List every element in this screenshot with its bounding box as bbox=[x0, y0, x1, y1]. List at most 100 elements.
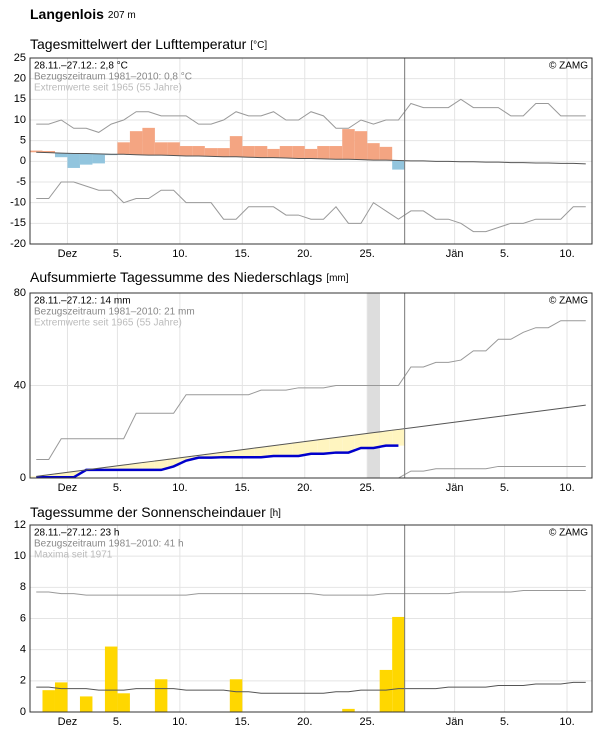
chart-unit: [°C] bbox=[250, 40, 267, 51]
y-tick-label: 0 bbox=[20, 706, 26, 718]
deviation-area bbox=[104, 466, 118, 470]
deviation-area bbox=[267, 445, 280, 457]
x-tick-label: Jän bbox=[446, 482, 464, 494]
x-tick-label: 20. bbox=[297, 716, 312, 728]
y-tick-label: -20 bbox=[10, 238, 26, 250]
bar bbox=[392, 160, 405, 170]
deviation-area bbox=[392, 429, 405, 446]
bar bbox=[167, 142, 180, 156]
bar bbox=[54, 153, 68, 158]
info-line: 28.11.–27.12.: 2,8 °C bbox=[34, 61, 128, 72]
bar bbox=[292, 146, 305, 159]
station: Langenlois 207 m bbox=[30, 6, 136, 22]
info-line: 28.11.–27.12.: 23 h bbox=[34, 528, 119, 539]
bar bbox=[154, 142, 168, 156]
bar bbox=[354, 131, 368, 160]
x-tick-label: 10. bbox=[172, 482, 187, 494]
deviation-area bbox=[154, 460, 168, 470]
y-tick-label: 5 bbox=[20, 135, 26, 147]
info-line: Bezugszeitraum 1981–2010: 0,8 °C bbox=[34, 72, 192, 83]
deviation-area bbox=[142, 461, 155, 470]
y-tick-label: 10 bbox=[14, 550, 26, 562]
deviation-area bbox=[67, 471, 80, 478]
reference-line bbox=[36, 181, 586, 233]
deviation-area bbox=[204, 453, 218, 458]
info-line: Bezugszeitraum 1981–2010: 21 mm bbox=[34, 307, 195, 318]
bar bbox=[329, 146, 343, 160]
y-tick-label: -5 bbox=[16, 176, 26, 188]
x-tick-label: 10. bbox=[559, 716, 574, 728]
deviation-area bbox=[167, 458, 180, 467]
bar bbox=[79, 696, 93, 712]
deviation-area bbox=[217, 452, 230, 458]
deviation-area bbox=[354, 434, 368, 448]
bar bbox=[154, 679, 168, 712]
info-line: Bezugszeitraum 1981–2010: 41 h bbox=[34, 539, 184, 550]
bar bbox=[42, 690, 55, 712]
deviation-area bbox=[229, 450, 243, 458]
bar bbox=[104, 646, 118, 712]
x-tick-label: 5. bbox=[113, 482, 122, 494]
bar bbox=[367, 143, 380, 161]
x-tick-label: 5. bbox=[113, 716, 122, 728]
bar bbox=[67, 153, 80, 168]
x-tick-label: 5. bbox=[500, 248, 509, 260]
x-tick-label: 20. bbox=[297, 248, 312, 260]
deviation-area bbox=[329, 437, 343, 453]
x-tick-label: 15. bbox=[235, 716, 250, 728]
reference-line bbox=[36, 681, 586, 694]
bar bbox=[254, 146, 268, 158]
x-tick-label: 20. bbox=[297, 482, 312, 494]
plot-frame bbox=[29, 57, 593, 245]
info-line: Extremwerte seit 1965 (55 Jahre) bbox=[34, 83, 182, 94]
deviation-area bbox=[367, 432, 380, 448]
info-line: Maxima seit 1971 bbox=[34, 550, 113, 561]
reference-line bbox=[36, 589, 586, 596]
y-tick-label: 12 bbox=[14, 519, 26, 531]
bar bbox=[229, 136, 243, 157]
x-tick-label: 10. bbox=[559, 248, 574, 260]
x-tick-label: 15. bbox=[235, 482, 250, 494]
reference-line bbox=[36, 151, 586, 165]
deviation-area bbox=[54, 473, 68, 478]
y-tick-label: 6 bbox=[20, 612, 26, 624]
x-tick-label: 25. bbox=[360, 716, 375, 728]
y-tick-label: -15 bbox=[10, 217, 26, 229]
y-tick-label: 4 bbox=[20, 644, 26, 656]
reference-line bbox=[36, 98, 586, 133]
deviation-area bbox=[279, 444, 293, 457]
x-tick-label: 5. bbox=[500, 716, 509, 728]
bar bbox=[129, 131, 143, 155]
deviation-area bbox=[254, 447, 268, 458]
x-tick-label: 10. bbox=[172, 248, 187, 260]
y-tick-label: 80 bbox=[14, 287, 26, 299]
reference-line bbox=[36, 404, 586, 477]
bar bbox=[117, 142, 130, 155]
x-tick-label: Dez bbox=[58, 716, 78, 728]
y-tick-label: 15 bbox=[14, 93, 26, 105]
bar bbox=[117, 693, 130, 712]
y-tick-label: 25 bbox=[14, 52, 26, 64]
y-tick-label: 20 bbox=[14, 73, 26, 85]
bar bbox=[42, 151, 55, 153]
bar bbox=[30, 150, 43, 153]
bar bbox=[204, 148, 218, 157]
chart-title-text: Tagesmittelwert der Lufttemperatur bbox=[30, 36, 247, 52]
chart-unit: [h] bbox=[270, 508, 281, 519]
bar bbox=[342, 708, 355, 712]
x-tick-label: 25. bbox=[360, 248, 375, 260]
bar bbox=[317, 146, 330, 159]
plot-frame bbox=[29, 292, 593, 479]
bar bbox=[379, 669, 393, 712]
bar bbox=[54, 682, 68, 712]
bar bbox=[392, 616, 405, 712]
bar bbox=[217, 148, 230, 157]
y-tick-label: 8 bbox=[20, 581, 26, 593]
deviation-area bbox=[292, 442, 305, 457]
bar bbox=[279, 146, 293, 159]
deviation-area bbox=[129, 463, 143, 470]
bar bbox=[192, 146, 205, 156]
x-tick-label: 5. bbox=[113, 248, 122, 260]
plot-frame bbox=[29, 524, 593, 713]
